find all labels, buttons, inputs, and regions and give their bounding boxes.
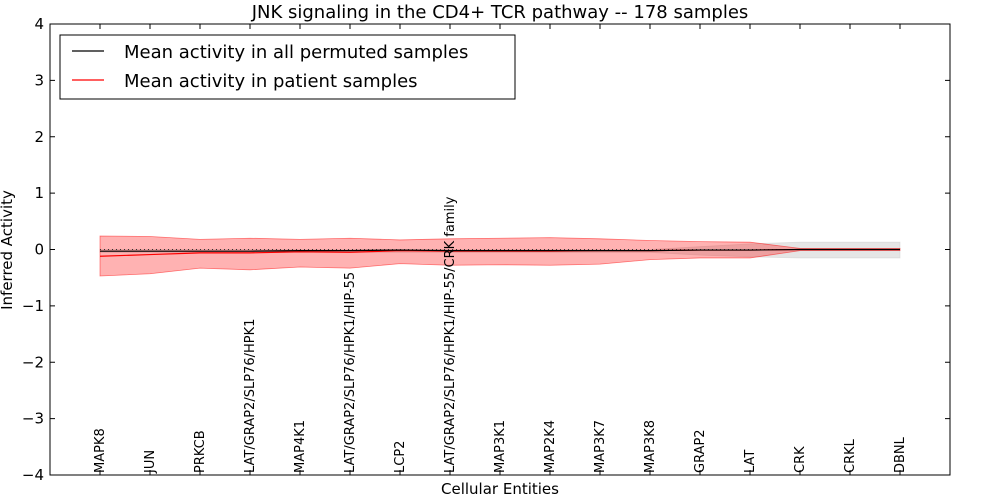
x-tick-label: DBNL xyxy=(893,436,908,473)
x-tick-label: GRAP2 xyxy=(693,429,708,473)
y-tick-label: 2 xyxy=(34,128,44,146)
x-tick-label: CRKL xyxy=(843,438,858,473)
x-tick-label: MAP3K8 xyxy=(643,420,658,473)
y-tick-label: −3 xyxy=(22,410,44,428)
x-tick-label: LAT/GRAP2/SLP76/HPK1/HIP-55/CRK family xyxy=(443,196,458,473)
x-tick-label: CRK xyxy=(793,446,808,473)
x-tick-label: MAP2K4 xyxy=(543,420,558,473)
x-axis-label: Cellular Entities xyxy=(441,480,559,498)
x-tick-label: LAT/GRAP2/SLP76/HPK1 xyxy=(243,319,258,473)
y-tick-label: 4 xyxy=(34,15,44,33)
y-tick-label: 0 xyxy=(34,241,44,259)
x-tick-label: JUN xyxy=(143,450,158,474)
legend-label-patient: Mean activity in patient samples xyxy=(124,71,418,92)
x-tick-label: LCP2 xyxy=(393,441,408,473)
y-tick-label: −1 xyxy=(22,297,44,315)
plot-frame xyxy=(49,23,951,476)
x-tick-label: LAT xyxy=(743,450,758,473)
x-axis-ticks: MAPK8 JUN PRKCB LAT/GRAP2/SLP76/HPK1 MAP4K1 L… xyxy=(93,24,908,475)
band-patient xyxy=(99,235,901,277)
y-tick-label: −2 xyxy=(22,353,44,371)
x-tick-label: MAP4K1 xyxy=(293,420,308,473)
y-tick-label: −4 xyxy=(22,466,44,484)
confidence-bands xyxy=(99,235,901,277)
chart-title: JNK signaling in the CD4+ TCR pathway --… xyxy=(251,2,749,23)
legend: Mean activity in all permuted samples Me… xyxy=(59,34,516,100)
x-tick-label: MAP3K7 xyxy=(593,420,608,473)
y-tick-label: 1 xyxy=(34,184,44,202)
x-tick-label: LAT/GRAP2/SLP76/HPK1/HIP-55 xyxy=(343,272,358,473)
y-axis-ticks: −4 −3 −2 −1 0 1 2 3 4 xyxy=(22,15,950,484)
series-lines xyxy=(99,248,900,257)
x-tick-label: PRKCB xyxy=(193,430,208,473)
y-axis-label: Inferred Activity xyxy=(0,190,16,310)
y-tick-label: 3 xyxy=(34,71,44,89)
legend-box xyxy=(59,34,516,100)
series-line-permuted xyxy=(100,248,900,252)
legend-label-permuted: Mean activity in all permuted samples xyxy=(124,42,468,63)
x-tick-label: MAPK8 xyxy=(93,428,108,473)
x-tick-label: MAP3K1 xyxy=(493,420,508,473)
